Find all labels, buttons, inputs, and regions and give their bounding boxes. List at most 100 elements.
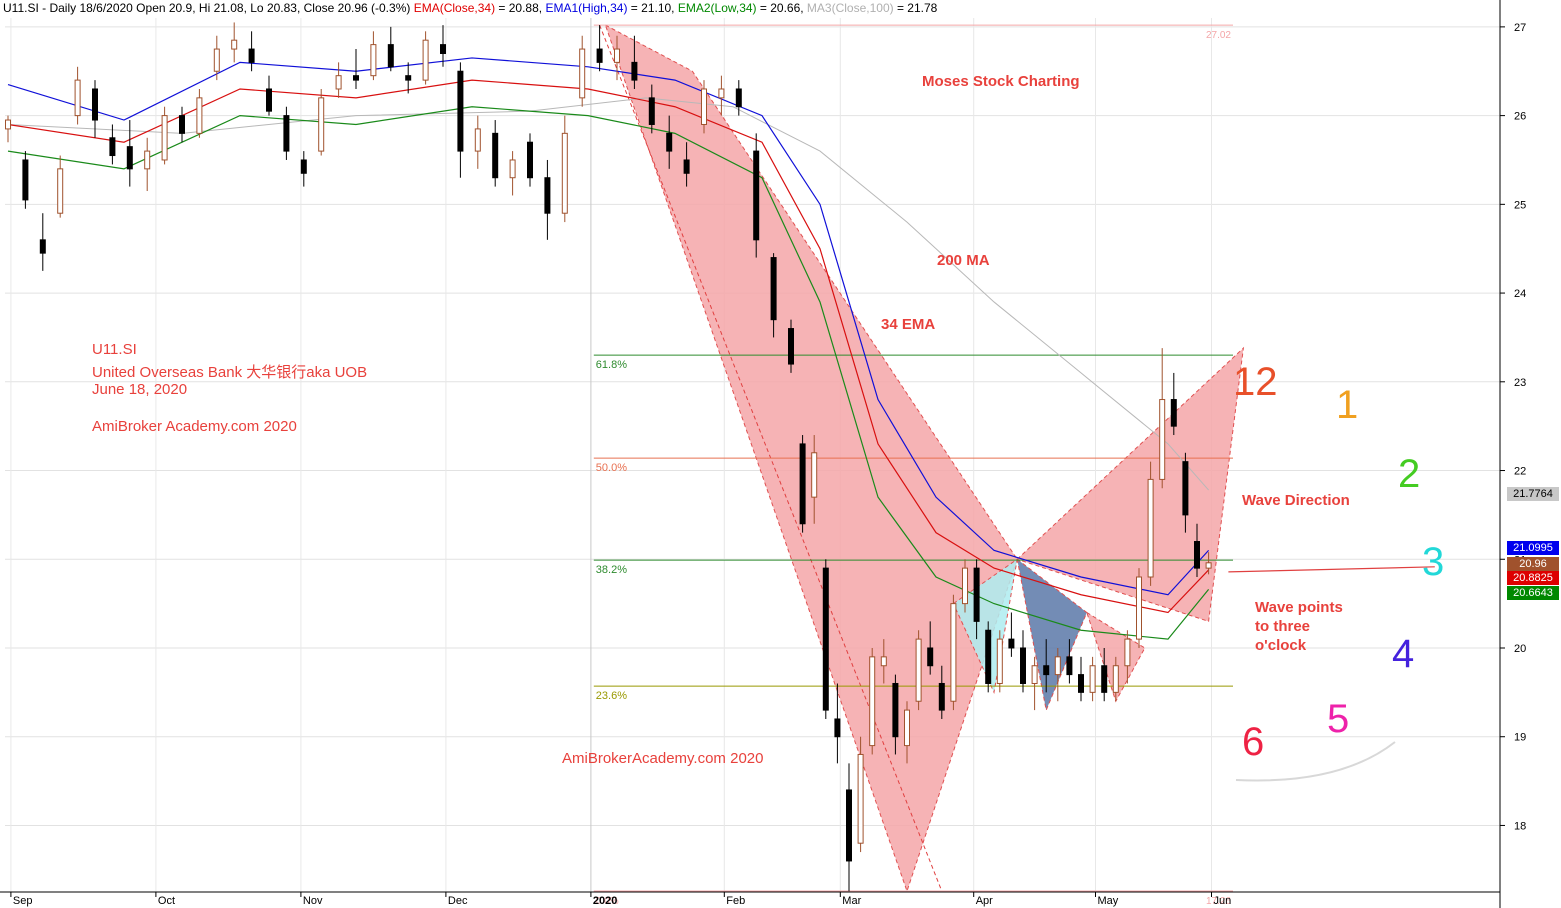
candle-body: [561, 132, 568, 214]
candle-body: [440, 44, 446, 54]
candle-body: [300, 159, 307, 174]
candle-body: [1124, 638, 1131, 667]
candle-body: [1008, 638, 1015, 649]
candle-body: [1170, 399, 1177, 427]
candle-body: [1101, 665, 1108, 693]
y-tick-label: 23: [1514, 377, 1526, 389]
header-ema2-value: = 20.66,: [756, 1, 807, 15]
candle-body: [1043, 665, 1050, 676]
candle-body: [527, 141, 533, 179]
price-box-close: 20.96: [1507, 557, 1559, 571]
header-ema-close: EMA(Close,34): [413, 1, 496, 15]
moses-label: Moses Stock Charting: [922, 73, 1080, 90]
candle-body: [1159, 399, 1166, 480]
clock-1: 1: [1336, 383, 1359, 427]
x-tick-label: Mar: [842, 895, 861, 907]
wave-points-label-2: to three: [1255, 618, 1311, 635]
header-ema1: EMA1(High,34): [545, 1, 628, 15]
candle-body: [996, 638, 1003, 684]
candle-body: [1136, 576, 1142, 640]
y-tick-label: 20: [1514, 643, 1526, 655]
candle-body: [57, 168, 64, 214]
candle-body: [892, 682, 899, 738]
wave-direction-label: Wave Direction: [1242, 492, 1350, 509]
fib-label: 38.2%: [596, 564, 627, 576]
candle-body: [770, 257, 777, 321]
x-tick-label: 2020: [593, 895, 617, 907]
candle-body: [283, 115, 290, 152]
price-box-ema-high: 21.0995: [1507, 541, 1559, 555]
fib-label: 23.6%: [596, 690, 627, 702]
site-label-2: AmiBrokerAcademy.com 2020: [562, 750, 764, 767]
candle-body: [335, 75, 342, 90]
candle-body: [753, 150, 760, 241]
candle-body: [422, 39, 429, 81]
y-tick-label: 24: [1514, 288, 1526, 300]
fib-label: 61.8%: [596, 359, 627, 371]
candle-body: [1182, 461, 1189, 516]
x-tick-label: May: [1098, 895, 1119, 907]
candle-body: [213, 48, 220, 72]
x-tick-label: Apr: [976, 895, 993, 907]
clock-arc: [1235, 741, 1396, 782]
candlesticks: [5, 22, 1212, 892]
company-label: United Overseas Bank 大华银行aka UOB: [92, 364, 368, 381]
y-tick-label: 22: [1514, 466, 1526, 478]
range-label: 17.26: [1206, 896, 1231, 907]
ma200-label: 200 MA: [937, 252, 990, 269]
candle-body: [1194, 541, 1200, 569]
candle-body: [405, 75, 412, 81]
candle-body: [834, 718, 841, 738]
candle-body: [1205, 562, 1212, 569]
wave-points-label-3: o'clock: [1255, 637, 1307, 654]
candle-body: [1078, 674, 1084, 693]
site-label-1: AmiBroker Academy.com 2020: [92, 418, 297, 435]
clock-5: 5: [1327, 697, 1350, 741]
candle-body: [1031, 665, 1038, 684]
header-ema-close-value: = 20.88,: [495, 1, 546, 15]
candle-body: [266, 88, 272, 112]
candle-body: [1020, 647, 1026, 684]
x-tick-label: Nov: [303, 895, 323, 907]
date-label: June 18, 2020: [92, 381, 188, 398]
header-ema2: EMA2(Low,34): [677, 1, 757, 15]
candle-body: [1089, 665, 1096, 693]
candle-body: [880, 656, 887, 667]
y-tick-label: 25: [1514, 199, 1526, 211]
price-box-ema-low: 20.6643: [1507, 586, 1559, 600]
chart-header: U11.SI - Daily 18/6/2020 Open 20.9, Hi 2…: [3, 1, 937, 15]
clock-2: 2: [1398, 452, 1421, 496]
clock-12: 12: [1233, 360, 1278, 404]
candle-body: [248, 48, 255, 63]
price-box-ema-close: 20.8825: [1507, 571, 1559, 585]
candle-body: [231, 39, 238, 50]
x-tick-label: Oct: [158, 895, 175, 907]
candle-body: [799, 443, 806, 525]
candle-body: [1112, 665, 1119, 693]
range-label: 27.02: [1206, 30, 1231, 41]
candle-body: [5, 119, 11, 130]
candle-body: [370, 44, 377, 77]
candle-body: [39, 239, 46, 254]
candle-body: [474, 128, 481, 152]
candle-body: [822, 567, 829, 711]
candle-body: [22, 159, 29, 201]
header-symbol: U11.SI - Daily 18/6/2020 Open 20.9, Hi 2…: [3, 1, 411, 15]
y-tick-label: 19: [1514, 732, 1526, 744]
clock-6: 6: [1242, 720, 1265, 764]
x-tick-label: Dec: [448, 895, 468, 907]
range-label: 0.0%: [596, 896, 619, 907]
candle-body: [927, 647, 934, 667]
candle-body: [1054, 656, 1061, 676]
candle-body: [126, 146, 133, 170]
candle-body: [788, 328, 794, 365]
candle-body: [811, 452, 818, 498]
candle-body: [846, 789, 852, 862]
candle-body: [915, 638, 922, 702]
x-tick-label: Feb: [726, 895, 745, 907]
candle-body: [144, 150, 151, 170]
axes: 18192021222324252627SepOctNovDec2020FebM…: [0, 0, 1526, 908]
fibonacci-levels: 27.02 0.0% 17.26 61.8% 50.0% 38.2% 23.6%: [593, 24, 1233, 907]
candle-body: [666, 132, 673, 152]
candle-body: [985, 629, 992, 684]
